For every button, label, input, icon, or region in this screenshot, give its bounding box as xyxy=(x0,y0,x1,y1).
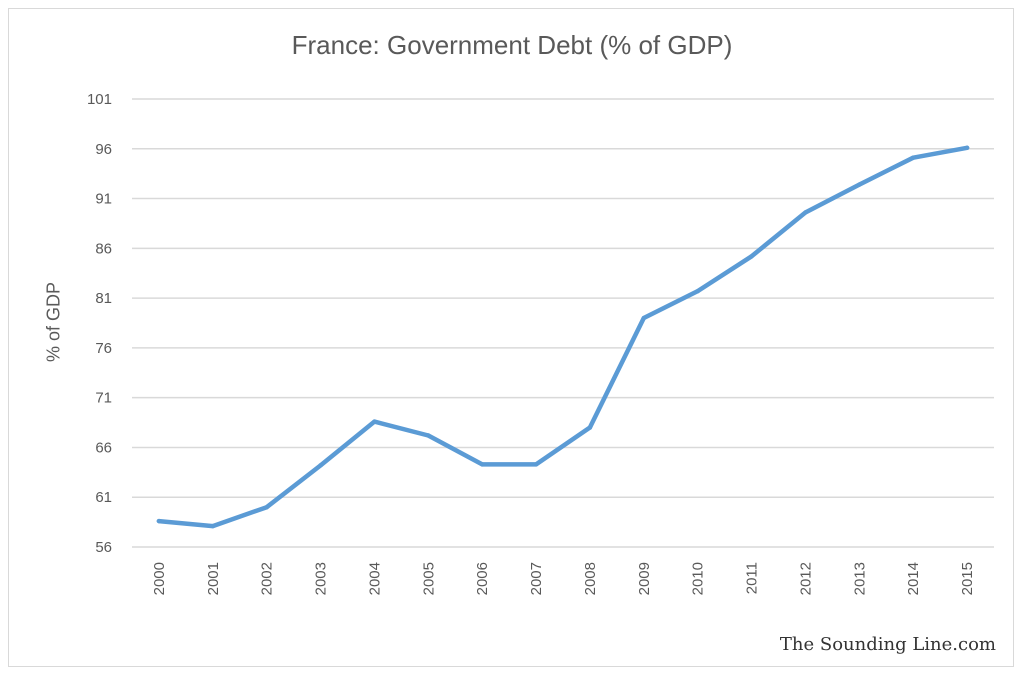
x-tick-label: 2003 xyxy=(313,562,330,595)
y-tick-label: 66 xyxy=(95,439,112,456)
y-tick-label: 71 xyxy=(95,390,112,407)
data-point xyxy=(533,462,539,467)
y-tick-label: 91 xyxy=(95,191,112,208)
y-tick-label: 81 xyxy=(95,290,112,307)
series-lines xyxy=(156,145,970,529)
x-tick-label: 2012 xyxy=(797,562,814,595)
y-tick-label: 86 xyxy=(95,240,112,257)
data-point xyxy=(372,419,377,424)
y-tick-label: 61 xyxy=(95,489,112,506)
data-point xyxy=(479,462,485,467)
data-point xyxy=(264,504,269,510)
data-point xyxy=(210,523,216,529)
x-tick-label: 2011 xyxy=(744,562,761,594)
x-tick-label: 2007 xyxy=(528,562,545,595)
x-tick-label: 2002 xyxy=(259,562,276,595)
chart-frame xyxy=(8,8,1014,667)
x-tick-label: 2004 xyxy=(366,562,383,595)
watermark: The Sounding Line.com xyxy=(779,634,996,655)
data-point xyxy=(910,155,916,160)
data-point xyxy=(156,518,162,524)
data-point xyxy=(641,315,647,321)
y-tick-label: 76 xyxy=(95,340,112,357)
data-point xyxy=(749,254,754,259)
data-point xyxy=(426,433,431,438)
series-line xyxy=(156,145,970,529)
data-point xyxy=(803,210,808,215)
x-tick-label: 2001 xyxy=(205,562,222,595)
chart-title: France: Government Debt (% of GDP) xyxy=(291,30,733,60)
y-tick-label: 56 xyxy=(95,539,112,556)
data-point xyxy=(857,182,862,187)
y-tick-labels: 56 61 66 71 76 81 86 91 96 101 xyxy=(87,91,112,556)
data-point xyxy=(587,425,593,430)
data-point xyxy=(695,288,700,294)
x-tick-label: 2014 xyxy=(905,562,922,595)
y-tick-label: 96 xyxy=(95,141,112,158)
x-tick-label: 2005 xyxy=(420,562,437,595)
x-tick-label: 2008 xyxy=(582,562,599,595)
x-tick-label: 2013 xyxy=(851,562,868,595)
x-tick-label: 2009 xyxy=(636,562,653,595)
x-tick-label: 2006 xyxy=(474,562,491,595)
x-tick-labels: 2000 2001 2002 2003 2004 2005 2006 2007 2008 2009… xyxy=(151,562,976,595)
x-tick-label: 2000 xyxy=(151,562,168,595)
gridlines xyxy=(132,98,994,548)
data-point xyxy=(964,145,970,150)
y-tick-label: 101 xyxy=(87,91,112,108)
x-tick-label: 2010 xyxy=(690,562,707,595)
x-tick-label: 2015 xyxy=(959,562,976,595)
data-point xyxy=(318,463,323,468)
